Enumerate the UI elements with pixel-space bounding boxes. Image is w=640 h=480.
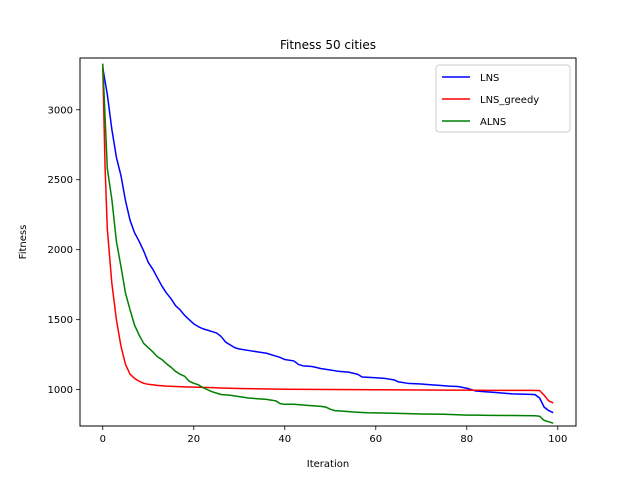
- x-tick-label: 0: [100, 434, 106, 445]
- legend-box: [435, 64, 571, 133]
- x-tick-label: 40: [278, 434, 291, 445]
- x-axis-label: Iteration: [307, 459, 349, 470]
- series-line-2: [102, 63, 554, 424]
- x-tick-label: 100: [548, 434, 567, 445]
- axes-frame: [79, 57, 577, 427]
- plot-area: [102, 63, 554, 424]
- chart-title: Fitness 50 cities: [280, 38, 376, 52]
- x-tick-label: 60: [369, 434, 382, 445]
- legend-label-2: ALNS: [480, 117, 506, 128]
- y-tick-label: 3000: [48, 105, 73, 116]
- series-line-1: [102, 66, 554, 404]
- y-tick-label: 2000: [48, 245, 73, 256]
- legend: LNS LNS_greedy ALNS: [435, 64, 571, 133]
- y-tick-label: 2500: [48, 175, 73, 186]
- y-tick-label: 1000: [48, 385, 73, 396]
- legend-label-0: LNS: [480, 73, 499, 84]
- y-axis-label: Fitness: [18, 225, 29, 260]
- x-axis: 0 20 40 60 80 100: [100, 426, 567, 445]
- y-axis: 1000 1500 2000 2500 3000: [48, 105, 80, 396]
- y-tick-label: 1500: [48, 315, 73, 326]
- x-tick-label: 80: [460, 434, 473, 445]
- x-tick-label: 20: [187, 434, 200, 445]
- legend-label-1: LNS_greedy: [480, 95, 539, 106]
